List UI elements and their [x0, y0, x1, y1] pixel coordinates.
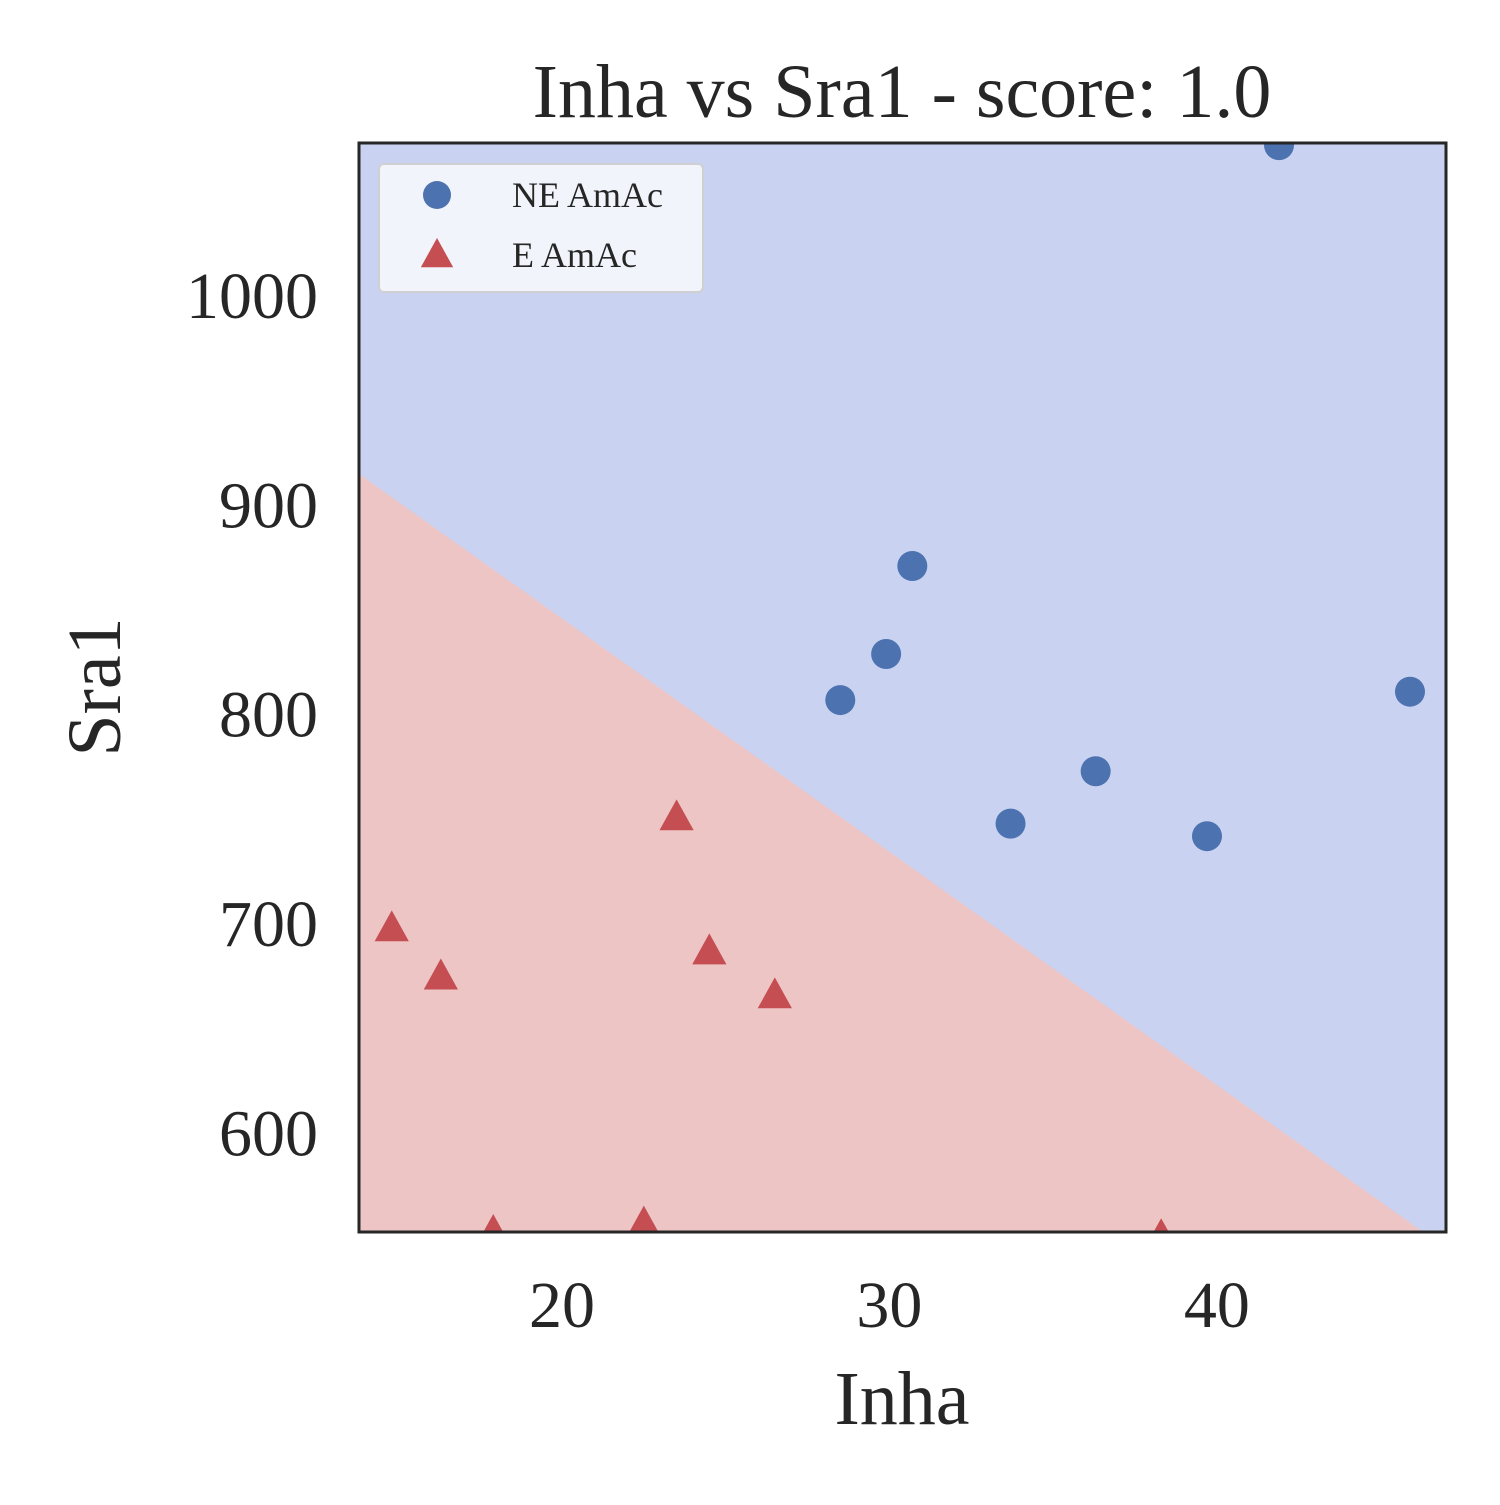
- legend: NE AmAc E AmAc: [378, 163, 704, 293]
- y-axis-label: Sra1: [53, 617, 137, 756]
- data-points: [374, 143, 1425, 1232]
- decision-regions: [359, 143, 1446, 1232]
- plot-frame: [357, 141, 1448, 1234]
- y-tick-label: 900: [219, 469, 318, 542]
- point-e-amac: [483, 1214, 504, 1232]
- point-e-amac: [692, 933, 727, 965]
- point-ne-amac: [1264, 143, 1295, 161]
- y-tick-label: 700: [219, 888, 318, 961]
- y-tick-label: 600: [219, 1098, 318, 1171]
- chart-title: Inha vs Sra1 - score: 1.0: [533, 50, 1272, 134]
- point-ne-amac: [1191, 821, 1222, 852]
- point-ne-amac: [897, 551, 928, 582]
- point-e-amac: [659, 799, 694, 831]
- point-e-amac: [1153, 1218, 1169, 1232]
- point-ne-amac: [995, 808, 1026, 839]
- x-axis-label: Inha: [834, 1357, 969, 1441]
- point-e-amac: [374, 910, 409, 942]
- point-ne-amac: [871, 638, 902, 669]
- legend-box: [378, 163, 704, 293]
- y-axis-ticks: 600 700 800 900 1000: [186, 260, 318, 1171]
- legend-label: E AmAc: [512, 235, 637, 275]
- point-e-amac: [757, 977, 792, 1009]
- point-ne-amac: [1394, 676, 1425, 707]
- point-e-amac: [629, 1205, 659, 1232]
- legend-marker-triangle: [420, 238, 454, 268]
- x-tick-label: 30: [856, 1269, 922, 1342]
- legend-label: NE AmAc: [512, 175, 663, 215]
- x-axis-ticks: 20 30 40: [529, 1269, 1250, 1342]
- point-ne-amac: [1080, 756, 1111, 787]
- x-tick-label: 20: [529, 1269, 595, 1342]
- y-tick-label: 800: [219, 679, 318, 752]
- x-tick-label: 40: [1184, 1269, 1250, 1342]
- y-tick-label: 1000: [186, 260, 318, 333]
- point-e-amac: [423, 958, 458, 990]
- legend-marker-circle: [423, 181, 451, 209]
- point-ne-amac: [825, 685, 856, 716]
- region-e-amac: [359, 473, 1424, 1232]
